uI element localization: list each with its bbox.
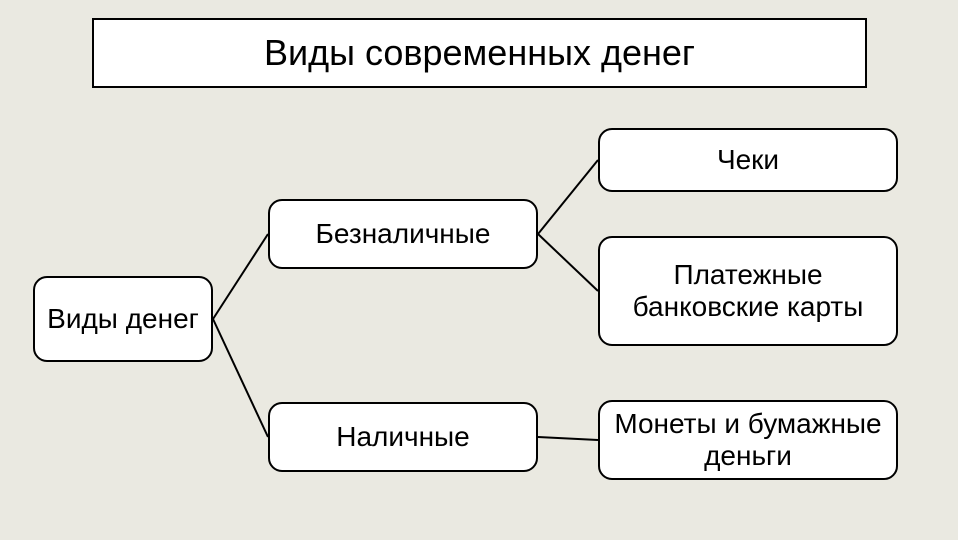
edge [213, 234, 268, 319]
node-cheques: Чеки [598, 128, 898, 192]
node-cheques-label: Чеки [717, 144, 779, 176]
node-cards-label: Платежные банковские карты [600, 259, 896, 323]
node-cash: Наличные [268, 402, 538, 472]
node-root: Виды денег [33, 276, 213, 362]
node-coins: Монеты и бумажные деньги [598, 400, 898, 480]
node-cash-label: Наличные [336, 421, 470, 453]
node-cards: Платежные банковские карты [598, 236, 898, 346]
node-cashless-label: Безналичные [316, 218, 491, 250]
node-root-label: Виды денег [47, 303, 199, 335]
edge [538, 160, 598, 234]
node-cashless: Безналичные [268, 199, 538, 269]
edge [538, 437, 598, 440]
node-coins-label: Монеты и бумажные деньги [600, 408, 896, 472]
edge [538, 234, 598, 291]
diagram-title: Виды современных денег [264, 32, 695, 74]
diagram-title-box: Виды современных денег [92, 18, 867, 88]
edge [213, 319, 268, 437]
